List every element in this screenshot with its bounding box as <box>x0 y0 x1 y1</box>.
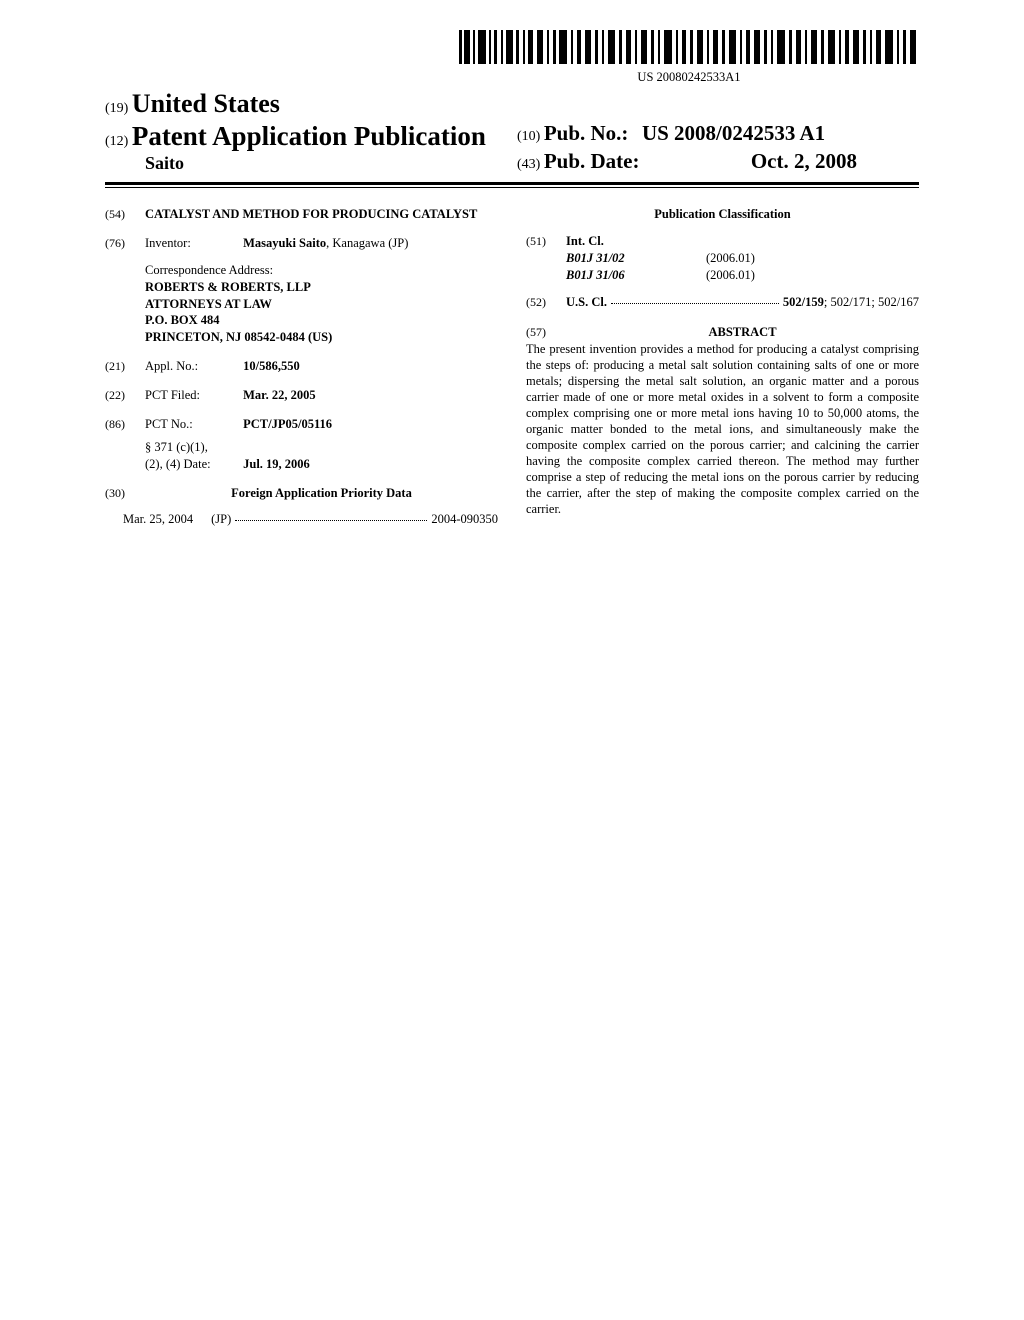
pctno-block: (86) PCT No.: PCT/JP05/05116 <box>105 416 498 433</box>
uscl-main: 502/159 <box>783 295 824 309</box>
pctfiled-label: PCT Filed: <box>145 387 240 404</box>
s371-label2: (2), (4) Date: <box>145 456 240 473</box>
uscl-block: (52) U.S. Cl. 502/159; 502/171; 502/167 <box>526 294 919 311</box>
divider-thick <box>105 182 919 185</box>
dots-leader <box>235 511 427 521</box>
abstract-header: ABSTRACT <box>566 324 919 341</box>
left-column: (54) CATALYST AND METHOD FOR PRODUCING C… <box>105 206 498 528</box>
intcl-label: Int. Cl. <box>566 234 604 248</box>
inventor-label: Inventor: <box>145 235 240 252</box>
intcl2-version: (2006.01) <box>706 267 755 284</box>
correspondence-label: Correspondence Address: <box>145 262 498 279</box>
foreign-priority-header: Foreign Application Priority Data <box>145 485 498 502</box>
foreign-date: Mar. 25, 2004 <box>123 511 193 528</box>
pub-no-line: (10) Pub. No.: US 2008/0242533 A1 <box>517 121 919 146</box>
pctno-value: PCT/JP05/05116 <box>243 417 332 431</box>
code-10: (10) <box>517 129 540 144</box>
code-57: (57) <box>526 324 566 341</box>
pub-date-line: (43) Pub. Date: Oct. 2, 2008 <box>517 149 857 174</box>
code-19: (19) <box>105 101 128 116</box>
intcl2-code: B01J 31/06 <box>566 267 706 284</box>
foreign-priority-block: (30) Foreign Application Priority Data <box>105 485 498 502</box>
header-row: (19) United States (12) Patent Applicati… <box>105 89 919 174</box>
code-52: (52) <box>526 294 566 311</box>
dots-leader <box>611 294 779 304</box>
applno-value: 10/586,550 <box>243 359 300 373</box>
code-54: (54) <box>105 206 145 223</box>
correspondence-line1: ROBERTS & ROBERTS, LLP <box>145 279 498 296</box>
pubno-label: Pub. No.: <box>544 121 629 145</box>
code-76: (76) <box>105 235 145 346</box>
intcl1-version: (2006.01) <box>706 250 755 267</box>
divider-thin <box>105 187 919 188</box>
code-30: (30) <box>105 485 145 502</box>
barcode-block: US 20080242533A1 <box>105 30 919 85</box>
header-right: (10) Pub. No.: US 2008/0242533 A1 (43) P… <box>507 89 919 174</box>
correspondence-line3: P.O. BOX 484 <box>145 312 498 329</box>
barcode-icon <box>459 30 919 64</box>
pubdate-value: Oct. 2, 2008 <box>751 149 857 174</box>
pubdate-label: Pub. Date: <box>544 149 640 173</box>
foreign-priority-row: Mar. 25, 2004 (JP) 2004-090350 <box>123 511 498 528</box>
foreign-app-number: 2004-090350 <box>431 511 498 528</box>
s371-block: § 371 (c)(1), (2), (4) Date: Jul. 19, 20… <box>145 439 498 473</box>
intcl-row-2: B01J 31/06 (2006.01) <box>566 267 919 284</box>
pub-type: Patent Application Publication <box>132 121 486 151</box>
pctfiled-value: Mar. 22, 2005 <box>243 388 315 402</box>
s371-date: Jul. 19, 2006 <box>243 457 310 471</box>
pub-type-line: (12) Patent Application Publication <box>105 121 507 152</box>
title-block: (54) CATALYST AND METHOD FOR PRODUCING C… <box>105 206 498 223</box>
pubno-value: US 2008/0242533 A1 <box>642 121 825 145</box>
code-43: (43) <box>517 157 540 172</box>
right-column: Publication Classification (51) Int. Cl.… <box>526 206 919 528</box>
code-86: (86) <box>105 416 145 433</box>
correspondence-line4: PRINCETON, NJ 08542-0484 (US) <box>145 329 498 346</box>
code-21: (21) <box>105 358 145 375</box>
inventor-name: Masayuki Saito <box>243 236 326 250</box>
code-12: (12) <box>105 134 128 149</box>
pub-classification-header: Publication Classification <box>526 206 919 223</box>
uscl-rest: ; 502/171; 502/167 <box>824 295 919 309</box>
code-51: (51) <box>526 233 566 284</box>
code-22: (22) <box>105 387 145 404</box>
country-line: (19) United States <box>105 89 507 119</box>
foreign-country-code: (JP) <box>211 511 231 528</box>
applno-label: Appl. No.: <box>145 358 240 375</box>
s371-label1: § 371 (c)(1), <box>145 439 498 456</box>
inventor-block: (76) Inventor: Masayuki Saito, Kanagawa … <box>105 235 498 346</box>
intcl-block: (51) Int. Cl. B01J 31/02 (2006.01) B01J … <box>526 233 919 284</box>
abstract-header-block: (57) ABSTRACT <box>526 324 919 341</box>
applno-block: (21) Appl. No.: 10/586,550 <box>105 358 498 375</box>
two-column-body: (54) CATALYST AND METHOD FOR PRODUCING C… <box>105 206 919 528</box>
country-name: United States <box>132 89 280 118</box>
correspondence-line2: ATTORNEYS AT LAW <box>145 296 498 313</box>
intcl1-code: B01J 31/02 <box>566 250 706 267</box>
intcl-row-1: B01J 31/02 (2006.01) <box>566 250 919 267</box>
pctfiled-block: (22) PCT Filed: Mar. 22, 2005 <box>105 387 498 404</box>
author-name: Saito <box>145 153 507 174</box>
barcode-id-text: US 20080242533A1 <box>459 70 919 85</box>
inventor-location: , Kanagawa (JP) <box>326 236 408 250</box>
abstract-text: The present invention provides a method … <box>526 341 919 517</box>
pctno-label: PCT No.: <box>145 416 240 433</box>
uscl-label: U.S. Cl. <box>566 294 607 311</box>
invention-title: CATALYST AND METHOD FOR PRODUCING CATALY… <box>145 206 498 223</box>
header-left: (19) United States (12) Patent Applicati… <box>105 89 507 174</box>
